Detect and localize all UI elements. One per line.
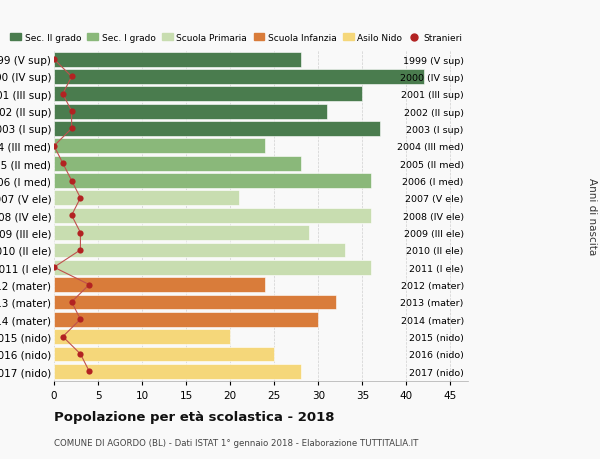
Point [67,298,76,306]
Bar [54,226,310,241]
Point [67,212,76,219]
Point [49,264,59,271]
Bar [54,105,327,119]
Point [58,333,68,341]
Legend: Sec. II grado, Sec. I grado, Scuola Primaria, Scuola Infanzia, Asilo Nido, Stran: Sec. II grado, Sec. I grado, Scuola Prim… [10,34,462,43]
Bar [54,260,371,275]
Point [76,246,85,254]
Point [85,368,94,375]
Point [67,73,76,81]
Point [67,108,76,116]
Bar [54,243,344,257]
Bar [54,87,362,102]
Text: COMUNE DI AGORDO (BL) - Dati ISTAT 1° gennaio 2018 - Elaborazione TUTTITALIA.IT: COMUNE DI AGORDO (BL) - Dati ISTAT 1° ge… [54,438,418,447]
Bar [54,312,318,327]
Bar [54,174,371,189]
Bar [54,347,274,362]
Bar [54,191,239,206]
Point [85,281,94,289]
Bar [54,364,301,379]
Bar [54,278,265,292]
Bar [54,53,301,67]
Point [58,160,68,168]
Text: Popolazione per età scolastica - 2018: Popolazione per età scolastica - 2018 [54,410,335,423]
Bar [54,70,424,84]
Bar [54,157,301,171]
Bar [54,122,380,137]
Point [67,178,76,185]
Point [76,195,85,202]
Bar [54,330,230,344]
Point [67,126,76,133]
Bar [54,295,336,310]
Point [58,91,68,98]
Text: Anni di nascita: Anni di nascita [587,177,597,254]
Point [49,56,59,64]
Point [76,230,85,237]
Point [49,143,59,150]
Bar [54,139,265,154]
Point [76,316,85,323]
Bar [54,208,371,223]
Point [76,351,85,358]
